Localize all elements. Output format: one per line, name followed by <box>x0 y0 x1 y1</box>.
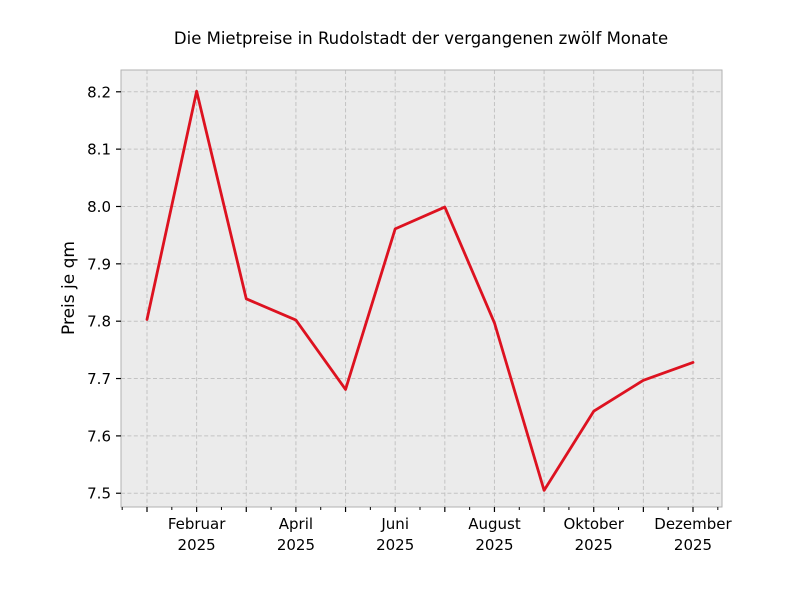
x-tick-label-year: 2025 <box>674 536 712 554</box>
x-tick-label-year: 2025 <box>376 536 414 554</box>
x-tick-label-month: April <box>279 515 313 533</box>
chart-title: Die Mietpreise in Rudolstadt der vergang… <box>174 29 668 48</box>
price-line <box>145 89 695 492</box>
y-tick-label: 7.6 <box>87 427 111 445</box>
x-tick-label-month: Juni <box>380 515 409 533</box>
x-tick-label-month: Dezember <box>654 515 732 533</box>
x-tick-label-year: 2025 <box>277 536 315 554</box>
y-tick-label: 8.0 <box>87 198 111 216</box>
y-tick-label: 7.5 <box>87 485 111 503</box>
y-tick-label: 7.8 <box>87 313 111 331</box>
y-tick-label: 7.9 <box>87 255 111 273</box>
x-tick-label-month: August <box>468 515 521 533</box>
y-axis-label: Preis je qm <box>59 241 79 335</box>
plot-background <box>121 70 722 507</box>
x-tick-label-year: 2025 <box>575 536 613 554</box>
x-tick-label-year: 2025 <box>475 536 513 554</box>
x-tick-label-month: Februar <box>168 515 226 533</box>
y-tick-label: 7.7 <box>87 370 111 388</box>
x-tick-label-year: 2025 <box>178 536 216 554</box>
x-tick-label-month: Oktober <box>563 515 624 533</box>
plot-area: 7.5 7.6 7.7 7.8 7.9 8.0 8.1 8.2 Februar 2025 April… <box>87 69 733 554</box>
plot-border <box>120 69 723 508</box>
y-tick-label: 8.1 <box>87 141 111 159</box>
y-tick-label: 8.2 <box>87 83 111 101</box>
